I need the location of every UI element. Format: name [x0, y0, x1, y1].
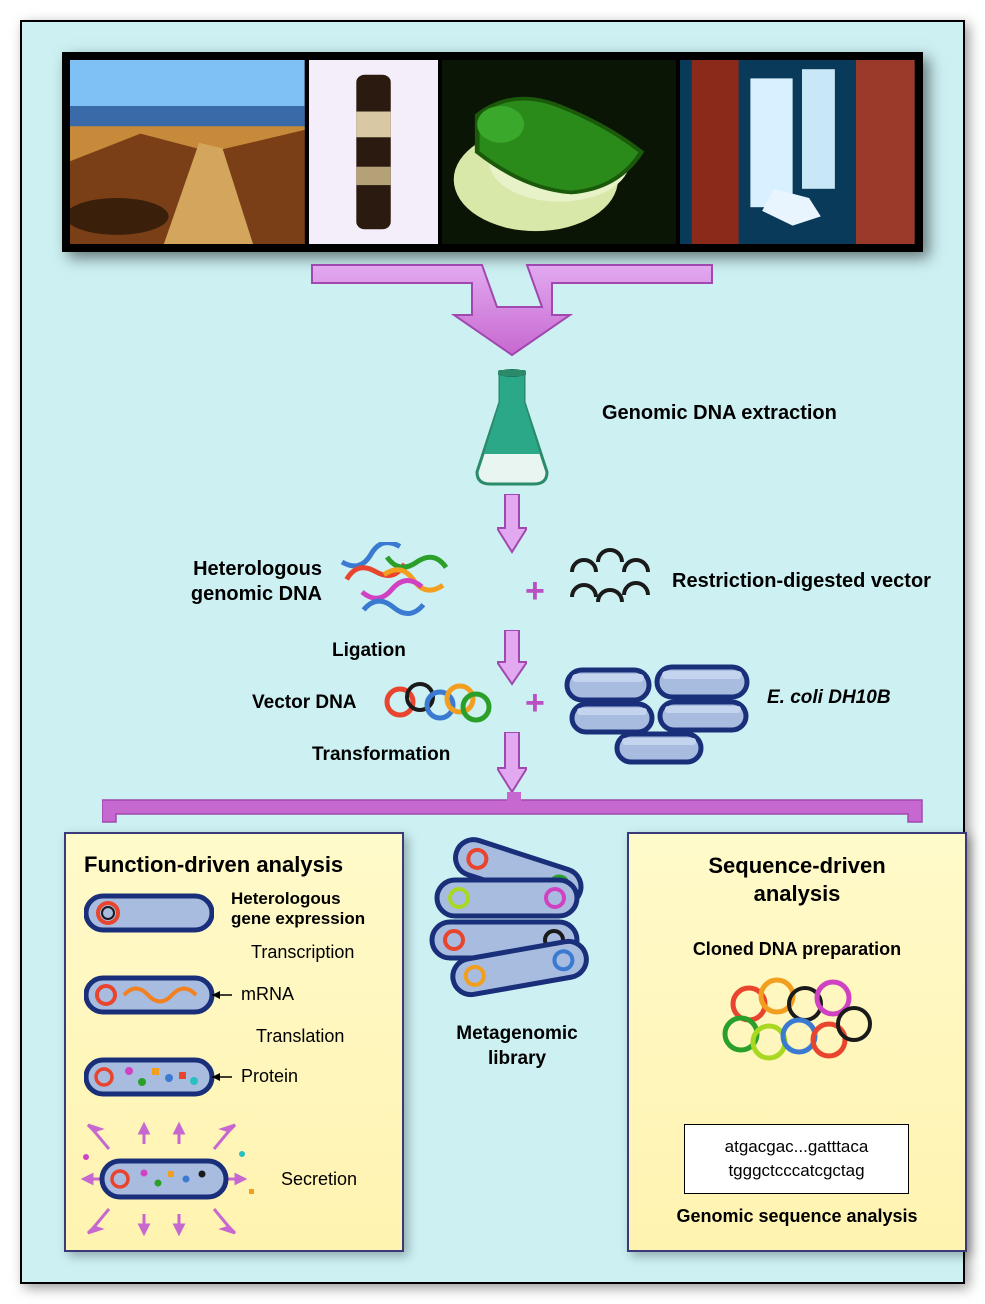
label-het-expr: Heterologous gene expression [231, 889, 365, 930]
label-seq-analysis: Genomic sequence analysis [629, 1206, 965, 1227]
arrow-2 [497, 630, 527, 686]
ecoli-cells-icon [562, 662, 752, 767]
label-ecoli: E. coli DH10B [767, 687, 891, 709]
sample-soil-core [309, 60, 438, 244]
label-restriction: Restriction-digested vector [672, 570, 931, 593]
plasmid-cluster-icon [719, 974, 879, 1084]
label-secretion: Secretion [281, 1169, 357, 1190]
label-transformation: Transformation [312, 744, 450, 766]
seq-line2: tgggctcccatcgctag [728, 1161, 864, 1180]
label-library: Metagenomic library [437, 1022, 597, 1071]
sample-hot-spring [70, 60, 305, 244]
workflow-diagram: Genomic DNA extraction Heterologous geno… [20, 20, 965, 1284]
label-cloned-prep: Cloned DNA preparation [629, 939, 965, 960]
label-translation: Translation [256, 1026, 344, 1047]
plasmids-icon [382, 677, 492, 732]
sequence-analysis-box: Sequence-driven analysis Cloned DNA prep… [627, 832, 967, 1252]
cell-mrna [84, 974, 234, 1016]
plus-1: + [525, 572, 545, 611]
sequence-box: atgacgac...gatttaca tgggctcccatcgctag [684, 1124, 909, 1194]
cell-gene-expr [84, 892, 214, 934]
label-extraction: Genomic DNA extraction [602, 402, 837, 425]
label-transcription: Transcription [251, 942, 354, 963]
sample-strip [62, 52, 923, 252]
branch-arrows [102, 792, 927, 832]
dna-cluster-icon [332, 542, 482, 642]
label-ligation: Ligation [332, 640, 406, 662]
seq-title: Sequence-driven analysis [647, 852, 947, 907]
arrow-3 [497, 732, 527, 794]
vector-arcs-icon [562, 547, 662, 617]
library-icon [422, 830, 607, 1015]
label-vector-dna: Vector DNA [252, 692, 357, 714]
sample-deep-sea [680, 60, 915, 244]
cell-secretion [74, 1119, 264, 1239]
arrow-1 [497, 494, 527, 554]
function-analysis-box: Function-driven analysis Heterologous ge… [64, 832, 404, 1252]
sample-caterpillar [442, 60, 677, 244]
seq-line1: atgacgac...gatttaca [725, 1137, 869, 1156]
label-het-dna: Heterologous genomic DNA [172, 557, 322, 607]
plus-2: + [525, 684, 545, 723]
converge-arrows [302, 257, 722, 357]
label-protein: Protein [241, 1066, 298, 1087]
cell-protein [84, 1056, 234, 1098]
flask-icon [462, 362, 562, 492]
label-mrna: mRNA [241, 984, 294, 1005]
func-title: Function-driven analysis [84, 852, 384, 878]
